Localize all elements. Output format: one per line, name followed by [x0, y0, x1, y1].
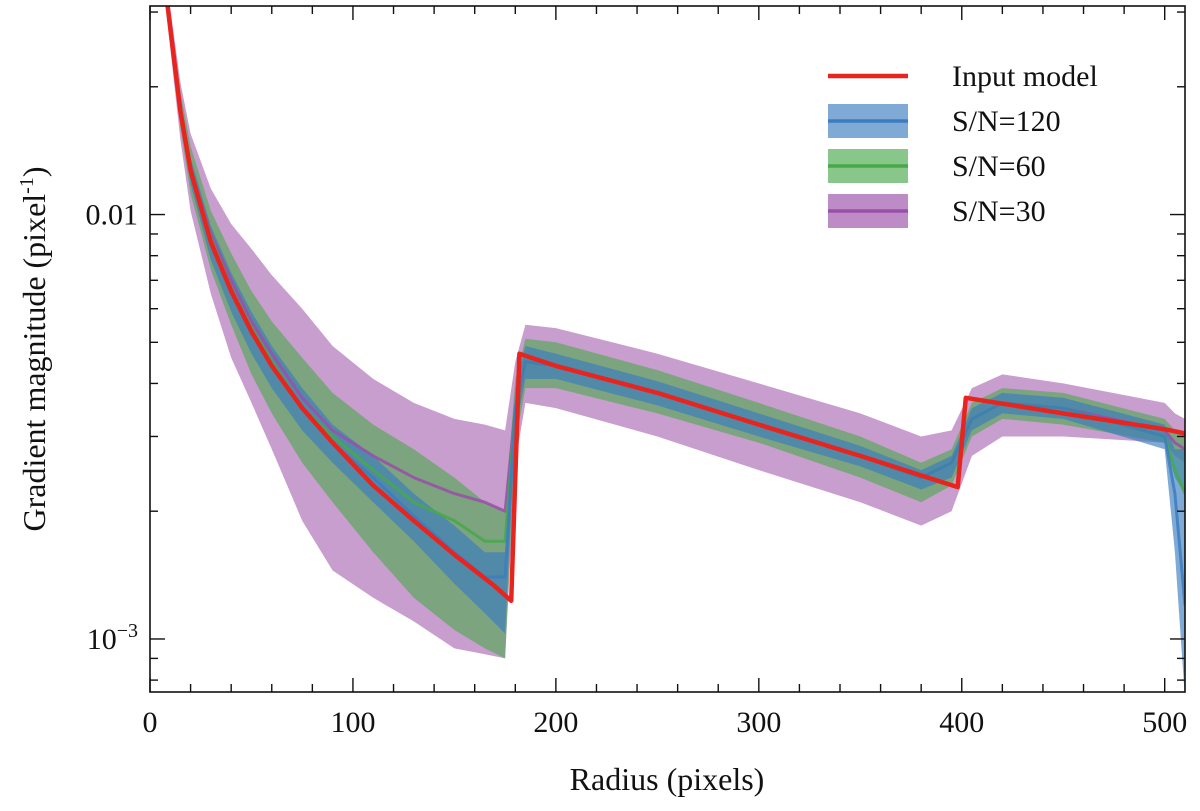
- band-sn60: [166, 6, 1185, 659]
- band-sn30: [166, 6, 1185, 659]
- series-lines: [165, 6, 1185, 606]
- x-tick-label: 400: [939, 706, 984, 739]
- x-tick-label: 0: [143, 706, 158, 739]
- legend-label-sn60: S/N=60: [952, 150, 1046, 183]
- x-axis-label: Radius (pixels): [570, 761, 765, 797]
- line-model: [165, 6, 1185, 604]
- confidence-bands: [166, 6, 1185, 692]
- plot-frame: [149, 5, 1186, 693]
- x-tick-label: 500: [1142, 706, 1187, 739]
- band-sn120: [166, 6, 1185, 692]
- legend: Input model S/N=120 S/N=60 S/N=30: [828, 60, 1098, 228]
- y-tick-label: 0.01: [86, 199, 139, 232]
- y-axis-label: Gradient magnitude (pixel-1): [16, 167, 52, 532]
- legend-label-sn120: S/N=120: [952, 105, 1061, 138]
- x-tick-label: 300: [736, 706, 781, 739]
- x-tick-label: 200: [533, 706, 578, 739]
- y-tick-label: 10−3: [87, 620, 138, 656]
- x-tick-label: 100: [330, 706, 375, 739]
- axes: 0 100 200 300 400 500 0.01 10−3: [86, 5, 1187, 739]
- legend-label-model: Input model: [952, 60, 1098, 93]
- legend-label-sn30: S/N=30: [952, 195, 1046, 228]
